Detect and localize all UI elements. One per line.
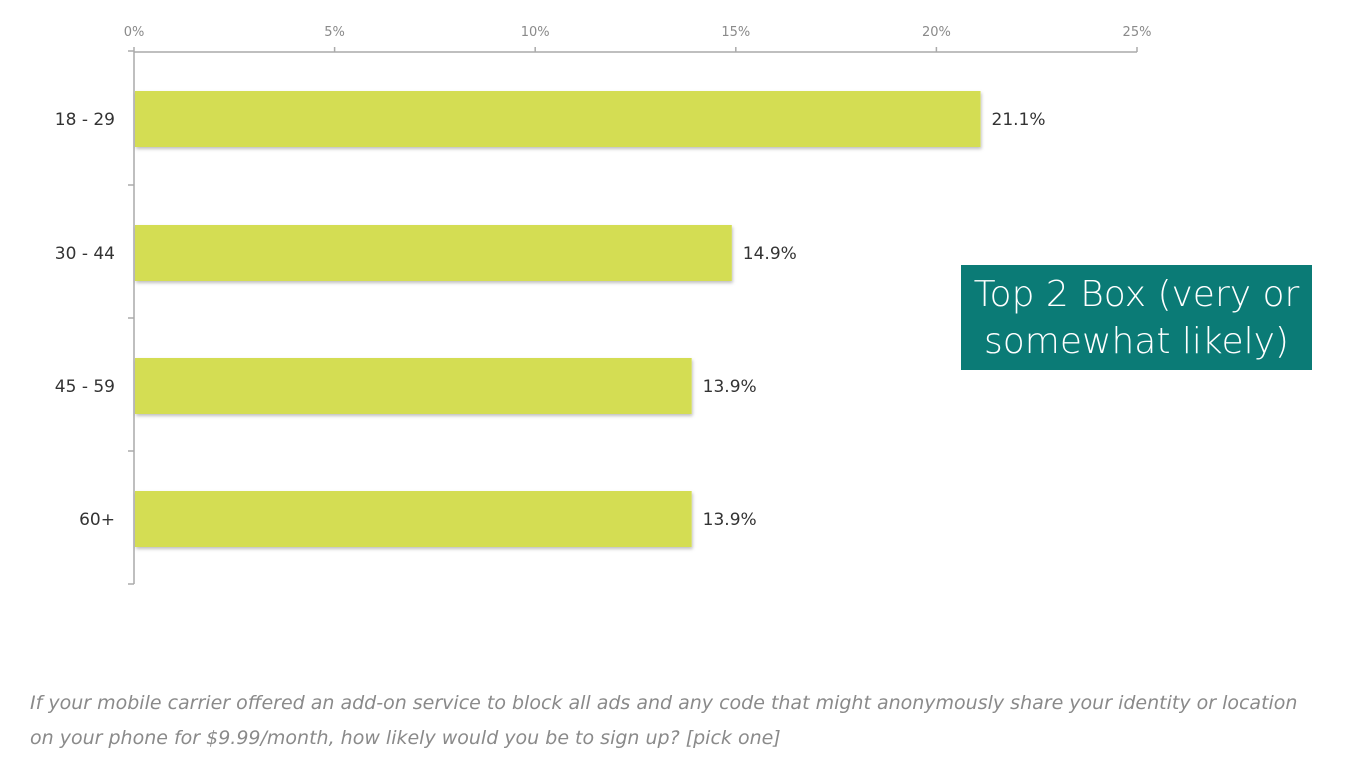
bar-45-59 xyxy=(135,358,692,414)
value-label: 13.9% xyxy=(703,377,757,397)
bar-chart: 0% 5% 10% 15% 20% 25% 18 - 29 21.1% 30 - 44 14.9… xyxy=(55,25,1152,585)
question-line-1: If your mobile carrier offered an add-on… xyxy=(30,692,1298,714)
category-label: 18 - 29 xyxy=(55,110,115,130)
x-tick-label: 15% xyxy=(721,25,750,40)
x-tick-label: 5% xyxy=(324,25,345,40)
x-tick-label: 0% xyxy=(124,25,145,40)
x-tick-label: 20% xyxy=(922,25,951,40)
category-label: 45 - 59 xyxy=(55,377,115,397)
bar-18-29 xyxy=(135,91,981,147)
bar-30-44 xyxy=(135,225,732,281)
bar-60 xyxy=(135,491,692,547)
top-2-box-callout: Top 2 Box (very or somewhat likely) xyxy=(961,265,1312,370)
x-tick-label: 25% xyxy=(1123,25,1152,40)
question-line-2: on your phone for $9.99/month, how likel… xyxy=(30,727,781,749)
x-tick-label: 10% xyxy=(521,25,550,40)
value-label: 21.1% xyxy=(992,110,1046,130)
survey-question: If your mobile carrier offered an add-on… xyxy=(30,686,1320,756)
category-label: 30 - 44 xyxy=(55,244,115,264)
value-label: 14.9% xyxy=(743,244,797,264)
value-label: 13.9% xyxy=(703,510,757,530)
category-label: 60+ xyxy=(79,510,115,530)
callout-text: Top 2 Box (very or somewhat likely) xyxy=(973,273,1300,362)
